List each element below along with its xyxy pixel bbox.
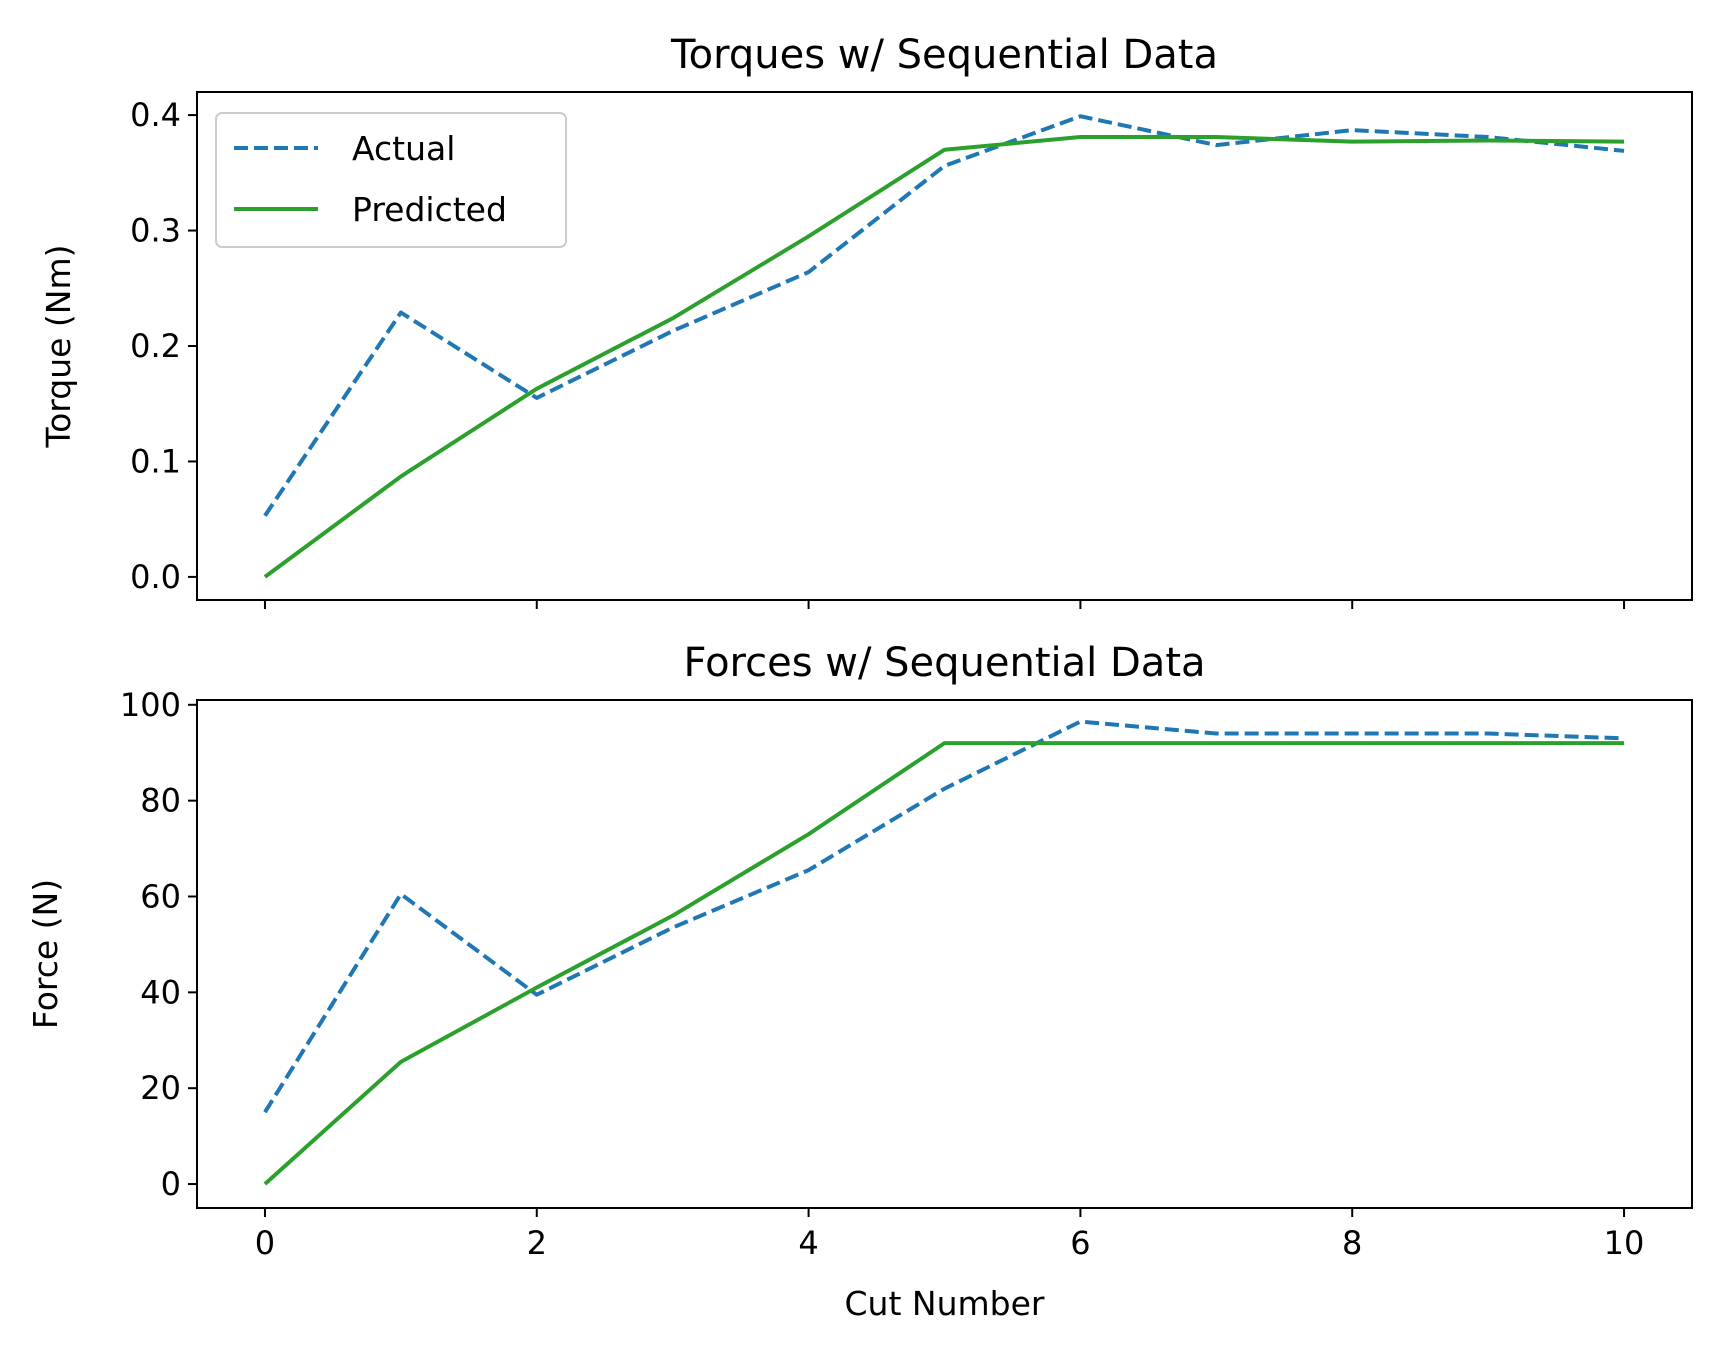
chart-title: Forces w/ Sequential Data <box>683 640 1205 686</box>
x-tick-label: 4 <box>798 1224 818 1262</box>
series-line-predicted <box>263 135 1625 579</box>
x-tick-label: 0 <box>255 1224 275 1262</box>
series-line-actual <box>263 114 1625 517</box>
series-line-predicted <box>263 741 1625 1186</box>
x-tick-label: 2 <box>527 1224 547 1262</box>
y-axis-label: Torque (Nm) <box>39 245 78 449</box>
legend-label: Predicted <box>352 190 507 229</box>
y-tick-label: 0.2 <box>130 327 181 365</box>
legend: Actual Predicted <box>215 112 567 248</box>
y-tick-label: 0.0 <box>130 558 181 596</box>
y-tick-label: 40 <box>140 973 181 1011</box>
y-axis-label: Force (N) <box>26 879 65 1029</box>
chart-title: Torques w/ Sequential Data <box>670 32 1218 78</box>
x-axis-label: Cut Number <box>845 1284 1045 1323</box>
y-tick-label: 0.1 <box>130 442 181 480</box>
y-tick-label: 0 <box>161 1165 181 1203</box>
torque-chart: 0.0 0.1 0.2 0.3 0.4 Torques w/ Sequential Dat… <box>39 32 1693 609</box>
legend-label: Actual <box>352 129 455 168</box>
y-tick-label: 0.4 <box>130 96 181 134</box>
x-tick-label: 6 <box>1070 1224 1090 1262</box>
series-line-actual <box>263 719 1625 1114</box>
y-tick-label: 100 <box>120 686 181 724</box>
x-tick-label: 10 <box>1604 1224 1645 1262</box>
plot-frame <box>196 699 1693 1209</box>
y-tick-label: 0.3 <box>130 212 181 250</box>
x-tick-label: 8 <box>1342 1224 1362 1262</box>
y-tick-label: 80 <box>140 782 181 820</box>
y-tick-label: 20 <box>140 1069 181 1107</box>
y-tick-label: 60 <box>140 877 181 915</box>
